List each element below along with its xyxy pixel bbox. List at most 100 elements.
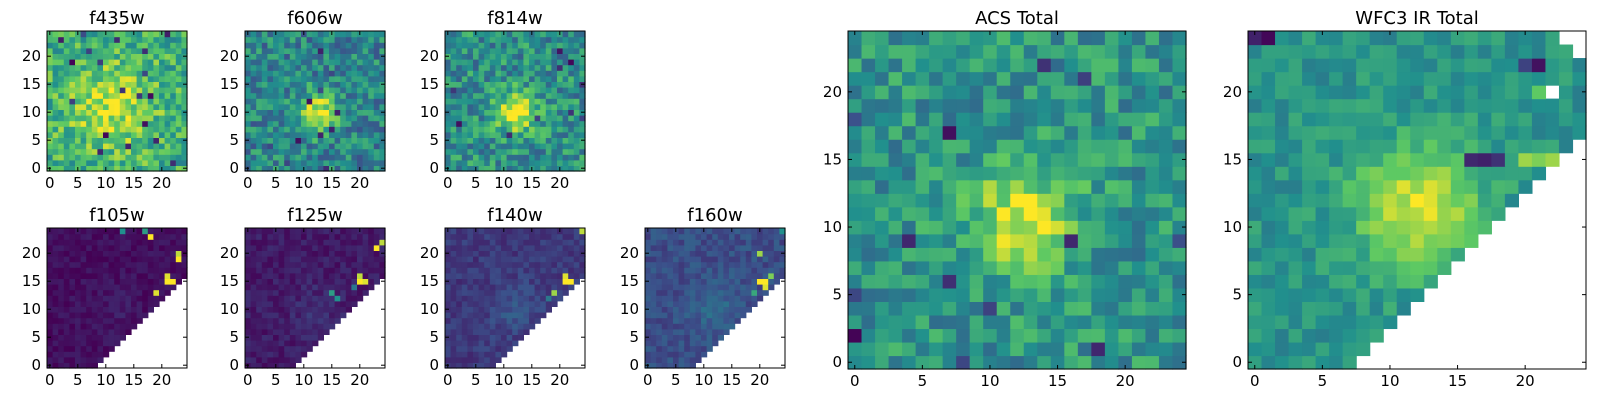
heatmap-cell xyxy=(261,284,268,291)
heatmap-cell xyxy=(58,272,65,279)
heatmap-cell xyxy=(125,64,132,71)
heatmap-cell xyxy=(52,159,59,166)
heatmap-cell xyxy=(119,92,126,99)
heatmap-cell xyxy=(667,362,674,369)
heatmap-cell xyxy=(114,120,121,127)
heatmap-cell xyxy=(551,81,558,88)
heatmap-cell xyxy=(751,244,758,251)
x-tick-label: 10 xyxy=(494,371,513,389)
heatmap-cell xyxy=(661,256,668,263)
heatmap-cell xyxy=(523,328,530,335)
heatmap-cell xyxy=(58,289,65,296)
heatmap-cell xyxy=(540,131,547,138)
heatmap-cell xyxy=(1410,193,1425,208)
heatmap-cell xyxy=(80,267,87,274)
heatmap-cell xyxy=(706,261,713,268)
heatmap-cell xyxy=(267,261,274,268)
heatmap-cell xyxy=(768,272,775,279)
heatmap-cell xyxy=(478,328,485,335)
heatmap-cell xyxy=(131,131,138,138)
heatmap-cell xyxy=(301,244,308,251)
heatmap-cell xyxy=(340,312,347,319)
heatmap-cell xyxy=(306,53,313,60)
heatmap-cell xyxy=(97,103,104,110)
heatmap-cell xyxy=(740,239,747,246)
heatmap-cell xyxy=(1023,260,1038,275)
heatmap-cell xyxy=(942,355,957,370)
heatmap-cell xyxy=(164,278,171,285)
heatmap-cell xyxy=(379,131,386,138)
heatmap-cell xyxy=(473,317,480,324)
heatmap-cell xyxy=(153,36,160,43)
heatmap-cell xyxy=(545,64,552,71)
heatmap-cell xyxy=(1477,193,1492,208)
heatmap-cell xyxy=(645,351,652,358)
heatmap-cell xyxy=(289,289,296,296)
heatmap-cell xyxy=(170,233,177,240)
heatmap-cell xyxy=(142,250,149,257)
heatmap-cell xyxy=(506,334,513,341)
heatmap-cell xyxy=(461,233,468,240)
heatmap-cell xyxy=(368,31,375,38)
heatmap-cell xyxy=(757,267,764,274)
heatmap-cell xyxy=(379,36,386,43)
heatmap-cell xyxy=(969,112,984,127)
heatmap-cell xyxy=(58,159,65,166)
heatmap-cell xyxy=(506,278,513,285)
heatmap-cell xyxy=(125,47,132,54)
heatmap-cell xyxy=(712,284,719,291)
heatmap-cell xyxy=(261,244,268,251)
heatmap-cell xyxy=(983,328,998,343)
heatmap-cell xyxy=(1410,179,1425,194)
heatmap-cell xyxy=(1450,206,1465,221)
heatmap-cell xyxy=(301,109,308,116)
heatmap-cell xyxy=(329,87,336,94)
heatmap-cell xyxy=(114,239,121,246)
heatmap-cell xyxy=(689,250,696,257)
heatmap-cell xyxy=(467,312,474,319)
heatmap-cell xyxy=(478,340,485,347)
heatmap-cell xyxy=(284,317,291,324)
heatmap-cell xyxy=(450,159,457,166)
heatmap-cell xyxy=(295,53,302,60)
heatmap-cell xyxy=(153,278,160,285)
heatmap-cell xyxy=(478,148,485,155)
heatmap-cell xyxy=(684,362,691,369)
heatmap-cell xyxy=(456,239,463,246)
heatmap-cell xyxy=(517,36,524,43)
heatmap-cell xyxy=(86,87,93,94)
heatmap-cell xyxy=(97,300,104,307)
heatmap-cell xyxy=(1145,260,1160,275)
heatmap-cell xyxy=(969,314,984,330)
heatmap-cell xyxy=(579,148,586,155)
heatmap-cell xyxy=(545,42,552,49)
heatmap-cell xyxy=(289,362,296,369)
heatmap-cell xyxy=(1131,112,1147,127)
heatmap-cell xyxy=(445,92,452,99)
heatmap-cell xyxy=(362,109,369,116)
heatmap-cell xyxy=(673,312,680,319)
heatmap-cell xyxy=(848,58,863,73)
heatmap-cell xyxy=(108,75,115,82)
heatmap-cell xyxy=(261,87,268,94)
heatmap-cell xyxy=(723,278,730,285)
heatmap-cell xyxy=(58,351,65,358)
heatmap-cell xyxy=(47,233,54,240)
heatmap-cell xyxy=(551,256,558,263)
heatmap-cell xyxy=(848,31,863,46)
heatmap-cell xyxy=(712,323,719,330)
heatmap-cell xyxy=(1396,220,1411,235)
heatmap-cell xyxy=(1329,152,1344,167)
heatmap-cell xyxy=(301,159,308,166)
heatmap-cell xyxy=(80,148,87,155)
heatmap-cell xyxy=(501,256,508,263)
heatmap-cell xyxy=(153,87,160,94)
heatmap-cell xyxy=(467,59,474,66)
heatmap-cell xyxy=(125,70,132,77)
heatmap-cell xyxy=(256,233,263,240)
heatmap-cell xyxy=(942,260,957,275)
heatmap-cell xyxy=(506,42,513,49)
heatmap-cell xyxy=(147,75,154,82)
heatmap-cell xyxy=(119,143,126,150)
heatmap-cell xyxy=(540,81,547,88)
